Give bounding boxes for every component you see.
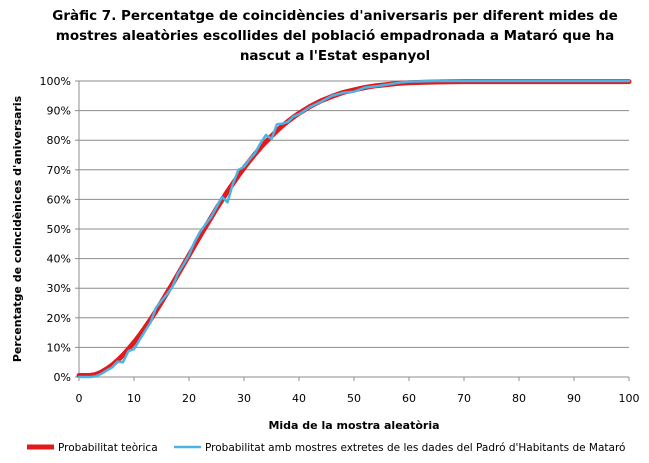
x-tick-label: 60	[402, 392, 416, 405]
gridlines	[75, 80, 629, 378]
y-tick-labels: 0% 10% 20% 30% 40% 50% 60% 70% 80% 90% 100%	[40, 75, 71, 384]
x-tick-label: 40	[292, 392, 306, 405]
x-tick-label: 30	[237, 392, 251, 405]
y-tick-label: 10%	[47, 341, 71, 354]
x-tick-label: 0	[76, 392, 83, 405]
x-tick-label: 10	[127, 392, 141, 405]
y-tick-label: 40%	[47, 253, 71, 266]
y-axis-label: Percentatge de coincidènices d'aniversar…	[11, 95, 24, 362]
x-tick-label: 70	[457, 392, 471, 405]
x-tick-label: 20	[182, 392, 196, 405]
x-tick-label: 50	[347, 392, 361, 405]
y-tick-label: 100%	[40, 75, 71, 88]
chart-title: Gràfic 7. Percentatge de coincidències d…	[40, 6, 630, 66]
y-tick-label: 80%	[47, 134, 71, 147]
series-line-2	[77, 79, 631, 379]
chart-title-line-2: mostres aleatòries escollides del poblac…	[55, 28, 615, 44]
legend-label-2: Probabilitat amb mostres extretes de les…	[205, 442, 625, 454]
y-tick-label: 60%	[47, 193, 71, 206]
x-axis-label: Mida de la mostra aleatòria	[268, 419, 439, 432]
y-tick-label: 90%	[47, 105, 71, 118]
y-tick-label: 30%	[47, 282, 71, 295]
series-lines	[76, 79, 632, 379]
x-tick-label: 90	[567, 392, 581, 405]
chart-title-line-1: Gràfic 7. Percentatge de coincidències d…	[52, 8, 618, 24]
y-tick-label: 50%	[47, 223, 71, 236]
chart-title-line-3: nascut a l'Estat espanyol	[239, 48, 431, 64]
x-tick-labels: 0 10 20 30 40 50 60 70 80 90 100	[76, 377, 640, 405]
y-tick-label: 0%	[54, 371, 71, 384]
x-tick-label: 100	[619, 392, 640, 405]
legend: Probabilitat teòrica Probabilitat amb mos…	[27, 442, 625, 454]
y-tick-label: 70%	[47, 164, 71, 177]
legend-label-1: Probabilitat teòrica	[58, 442, 158, 454]
x-tick-label: 80	[512, 392, 526, 405]
y-tick-label: 20%	[47, 312, 71, 325]
